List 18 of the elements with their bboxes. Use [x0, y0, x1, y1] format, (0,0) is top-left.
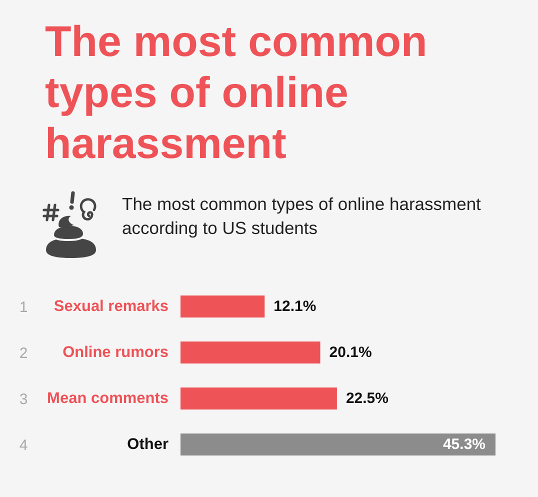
- chart-title: The most common types of online harassment: [45, 17, 428, 170]
- data-label: 22.5%: [346, 390, 389, 407]
- y-tick-label: Mean comments: [47, 390, 169, 407]
- y-tick-label: Other: [127, 436, 169, 453]
- text: 2: [19, 345, 28, 362]
- y-tick-label: Sexual remarks: [54, 298, 168, 315]
- y-tick-label: Online rumors: [62, 344, 169, 361]
- bar: [180, 342, 320, 364]
- text: 1: [19, 299, 28, 316]
- data-label: 12.1%: [274, 298, 316, 315]
- bar: [180, 296, 265, 318]
- chart-subtitle: The most common types of online harassment according to US students: [122, 193, 482, 240]
- data-label: 20.1%: [329, 344, 372, 361]
- text: 4: [19, 437, 28, 454]
- bar: [180, 388, 337, 410]
- data-label: 45.3%: [442, 436, 486, 453]
- text: 3: [19, 391, 28, 408]
- bar: [180, 434, 496, 456]
